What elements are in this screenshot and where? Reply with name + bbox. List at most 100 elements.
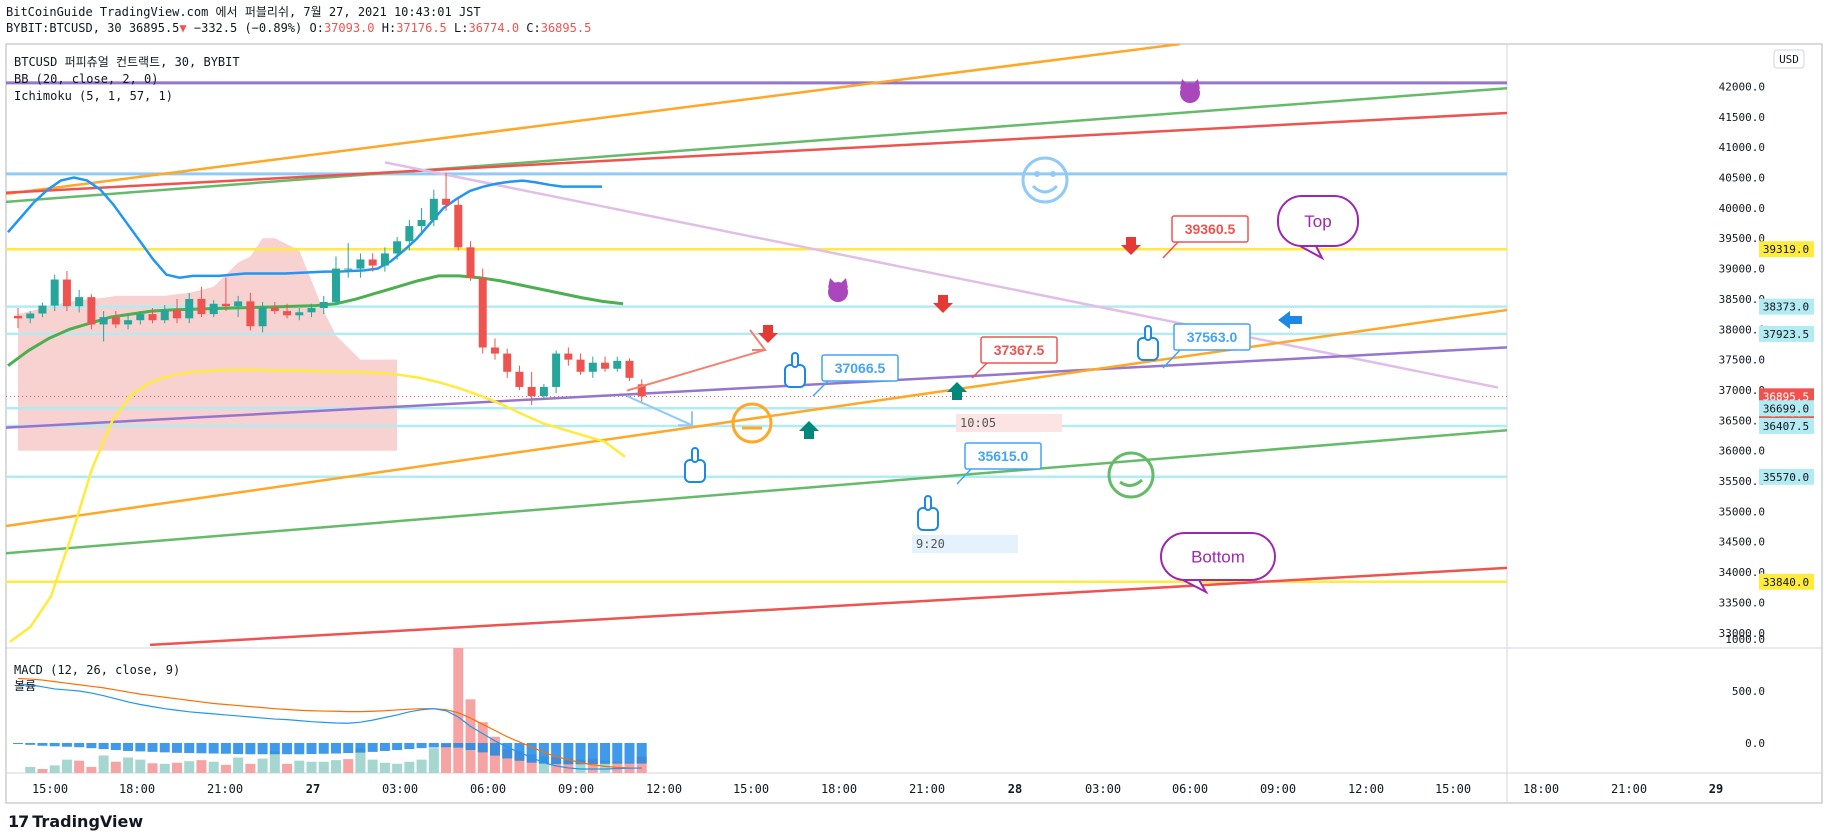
macd-histogram-bar xyxy=(428,743,439,748)
candle-body xyxy=(588,362,597,372)
macd-histogram-bar xyxy=(294,743,305,755)
time-tick-label: 06:00 xyxy=(1172,782,1208,796)
price-callout-text: 37066.5 xyxy=(835,360,886,376)
volume-bar xyxy=(233,757,244,773)
macd-histogram-bar xyxy=(282,743,293,755)
candle-body xyxy=(197,298,206,315)
time-tick-label: 29 xyxy=(1709,782,1723,796)
trend-line xyxy=(149,566,1507,647)
pointing-hand-icon xyxy=(684,459,706,483)
candle-body xyxy=(160,309,169,321)
price-tick-label: 40000.0 xyxy=(1719,202,1765,215)
time-tick-label: 15:00 xyxy=(32,782,68,796)
candle-body xyxy=(148,314,157,321)
candle-body xyxy=(405,226,414,242)
macd-histogram-bar xyxy=(196,743,207,754)
smiley-face-icon xyxy=(1021,156,1069,204)
volume-bar xyxy=(538,756,549,773)
open-value: 37093.0 xyxy=(323,21,375,35)
candle-body xyxy=(564,353,573,360)
volume-bar xyxy=(318,761,329,773)
time-tick-label: 06:00 xyxy=(470,782,506,796)
time-tick-label: 21:00 xyxy=(1611,782,1647,796)
volume-bar xyxy=(61,759,72,773)
macd-histogram-bar xyxy=(600,743,611,764)
candle-body xyxy=(319,301,328,309)
candle-body xyxy=(221,303,230,307)
macd-histogram-bar xyxy=(306,743,317,754)
candle-body xyxy=(246,301,255,327)
bollinger-upper-band xyxy=(7,176,602,279)
up-arrow-marker xyxy=(799,421,819,439)
price-tick-label: 37000.0 xyxy=(1719,384,1765,397)
open-label: O: xyxy=(309,21,324,35)
down-arrow-marker xyxy=(933,295,953,313)
price-change: −332.5 (−0.89%) xyxy=(193,21,303,35)
macd-histogram-bar xyxy=(147,743,158,752)
volume-bar xyxy=(159,763,170,773)
candle-body xyxy=(136,314,145,321)
volume-bar xyxy=(367,759,378,773)
pane-title[interactable]: BTCUSD 퍼피츄얼 컨트랙트, 30, BYBIT xyxy=(14,55,240,69)
candle-body xyxy=(295,312,304,316)
time-range-box xyxy=(912,535,1018,553)
low-label: L: xyxy=(454,21,469,35)
volume-bar xyxy=(465,699,476,773)
candle-body xyxy=(393,241,402,254)
time-tick-label: 12:00 xyxy=(1348,782,1384,796)
price-tick-label: 41000.0 xyxy=(1719,141,1765,154)
price-scale-badge xyxy=(1759,400,1814,417)
bb-indicator-label[interactable]: BB (20, close, 2, 0) xyxy=(14,72,159,86)
candle-body xyxy=(234,301,243,307)
ichimoku-span-line xyxy=(9,368,626,643)
macd-indicator-label[interactable]: MACD (12, 26, close, 9) xyxy=(14,663,181,677)
macd-histogram-bar xyxy=(98,743,109,750)
price-tick-label: 33500.0 xyxy=(1719,596,1765,609)
last-price: 36895.5 xyxy=(128,21,180,35)
macd-histogram-bar xyxy=(86,743,97,749)
time-tick-label: 18:00 xyxy=(119,782,155,796)
top-bubble xyxy=(1277,195,1359,247)
time-label: 9:20 xyxy=(916,537,945,551)
price-tick-label: 33000.0 xyxy=(1719,627,1765,640)
price-callout-text: 35615.0 xyxy=(978,448,1029,464)
trend-line xyxy=(6,111,1507,194)
currency-button-text[interactable]: USD xyxy=(1779,53,1799,66)
time-tick-label: 18:00 xyxy=(1523,782,1559,796)
tradingview-logo[interactable]: 17 TradingView xyxy=(8,812,143,831)
macd-histogram-bar xyxy=(441,743,452,748)
macd-histogram-bar xyxy=(355,743,366,753)
candle-body xyxy=(478,277,487,348)
candle-body xyxy=(466,247,475,278)
price-tick-label: 41500.0 xyxy=(1719,111,1765,124)
price-tick-label: 36500.0 xyxy=(1719,414,1765,427)
volume-indicator-label[interactable]: 볼륨 xyxy=(14,679,37,693)
devil-face-icon xyxy=(828,282,848,302)
time-tick-label: 21:00 xyxy=(207,782,243,796)
candle-body xyxy=(50,279,59,306)
volume-bar xyxy=(355,748,366,773)
price-tick-label: 34500.0 xyxy=(1719,536,1765,549)
volume-bar xyxy=(514,751,525,773)
candle-body xyxy=(87,297,96,325)
macd-tick-label: 500.0 xyxy=(1732,685,1765,698)
projection-arrow-down xyxy=(626,395,693,427)
volume-bar xyxy=(453,648,464,773)
macd-histogram-bar xyxy=(318,743,329,754)
macd-histogram-bar xyxy=(551,743,562,765)
macd-pane xyxy=(13,648,647,773)
up-arrow-marker xyxy=(947,382,967,400)
time-tick-label: 15:00 xyxy=(733,782,769,796)
price-callout xyxy=(1171,215,1249,243)
time-range-box xyxy=(956,414,1062,432)
macd-histogram-bar xyxy=(624,743,635,764)
wink-face-icon xyxy=(1107,451,1155,499)
macd-histogram-bar xyxy=(245,743,256,755)
currency-button xyxy=(1773,49,1805,69)
ichimoku-indicator-label[interactable]: Ichimoku (5, 1, 57, 1) xyxy=(14,89,173,103)
time-tick-label: 09:00 xyxy=(1260,782,1296,796)
price-scale-badge-text: 37923.5 xyxy=(1763,328,1809,341)
macd-histogram-bar xyxy=(379,743,390,751)
price-tick-label: 38500.0 xyxy=(1719,293,1765,306)
